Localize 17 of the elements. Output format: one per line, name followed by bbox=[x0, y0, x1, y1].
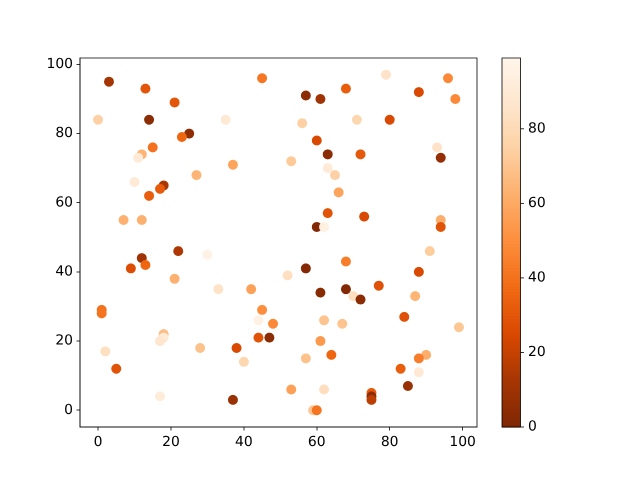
y-tick-label: 40 bbox=[55, 264, 73, 280]
color-bar-label: 0 bbox=[528, 418, 537, 435]
color-bar-label: 80 bbox=[528, 120, 546, 136]
x-tick-label: 0 bbox=[94, 434, 102, 450]
x-tick-label: 20 bbox=[162, 434, 180, 450]
color-bar-label: 60 bbox=[528, 194, 546, 211]
x-tick-label: 40 bbox=[235, 434, 253, 450]
y-tick-label: 0 bbox=[64, 402, 73, 418]
x-tick-label: 60 bbox=[308, 434, 326, 450]
x-tick-label: 80 bbox=[380, 434, 399, 450]
y-tick-label: 20 bbox=[55, 332, 73, 349]
color-bar-label: 20 bbox=[528, 344, 546, 360]
y-tick-label: 100 bbox=[46, 56, 73, 72]
y-tick-label: 60 bbox=[55, 194, 73, 210]
x-tick-label: 100 bbox=[449, 434, 476, 450]
color-bar-label: 40 bbox=[528, 270, 546, 286]
y-tick-label: 80 bbox=[55, 125, 73, 142]
